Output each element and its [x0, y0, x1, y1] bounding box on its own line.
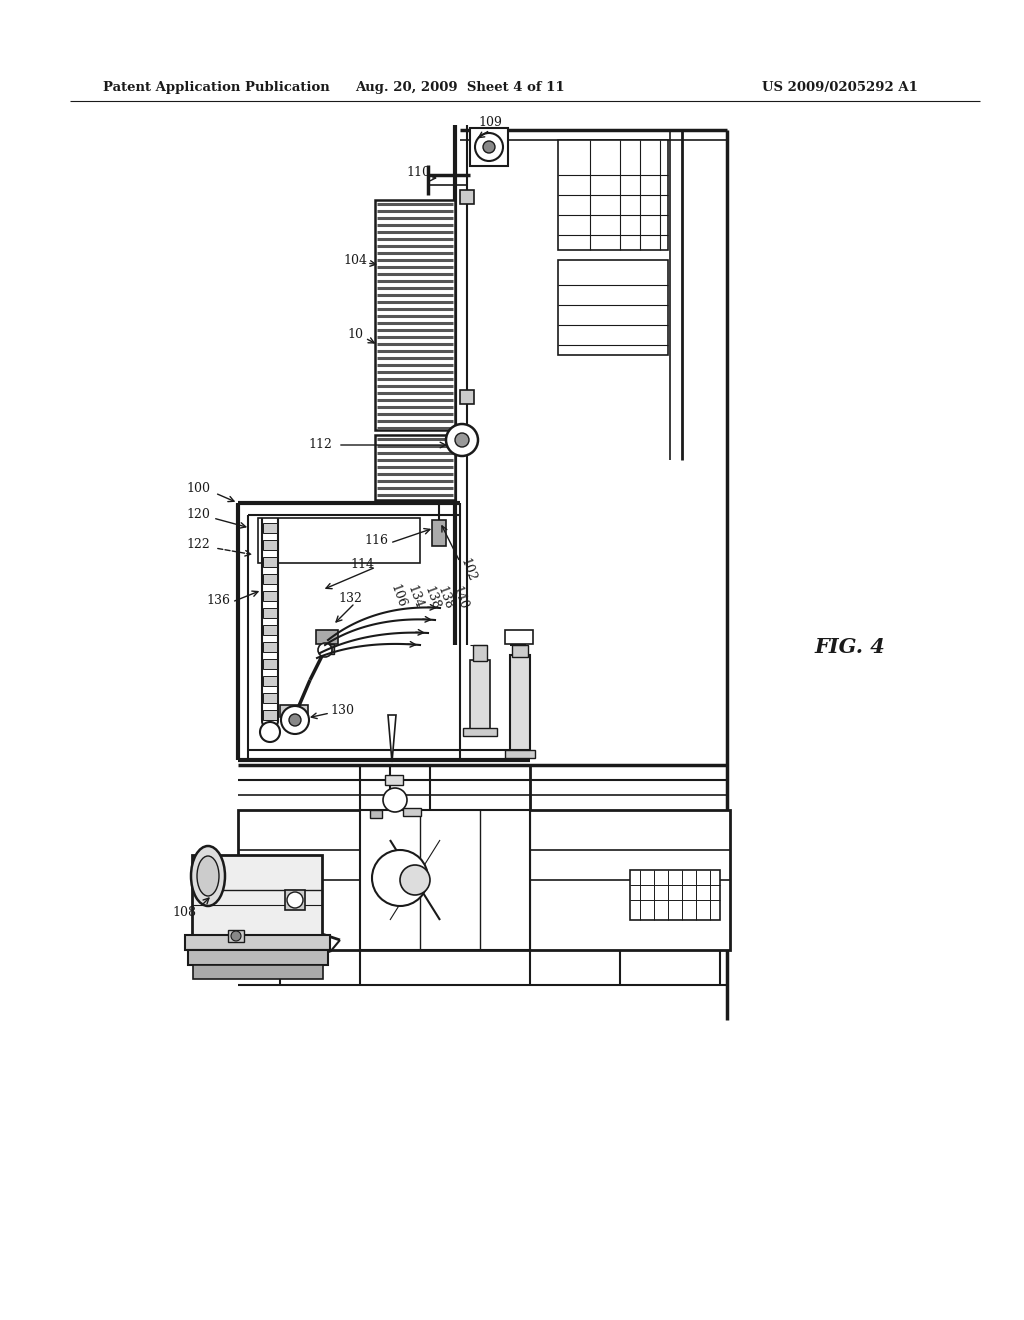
Circle shape	[318, 643, 332, 657]
Bar	[285, 890, 305, 909]
Text: 116: 116	[364, 533, 388, 546]
Text: 114: 114	[350, 558, 374, 572]
Text: 104: 104	[343, 253, 367, 267]
Bar	[505, 630, 534, 644]
Text: 106: 106	[388, 582, 409, 610]
Circle shape	[475, 133, 503, 161]
Bar	[228, 931, 244, 942]
Text: Aug. 20, 2009  Sheet 4 of 11: Aug. 20, 2009 Sheet 4 of 11	[355, 81, 565, 94]
Circle shape	[455, 433, 469, 447]
Bar	[193, 855, 322, 935]
Circle shape	[372, 850, 428, 906]
Bar	[263, 710, 278, 719]
Text: 138: 138	[435, 585, 456, 611]
Bar	[463, 729, 497, 737]
Circle shape	[287, 892, 303, 908]
Bar	[558, 140, 668, 249]
Bar	[512, 645, 528, 657]
Bar	[460, 389, 474, 404]
Bar	[316, 630, 338, 644]
Bar	[630, 870, 720, 920]
Bar	[263, 557, 278, 568]
Bar	[280, 705, 308, 717]
Ellipse shape	[191, 846, 225, 906]
Bar	[188, 950, 328, 965]
Bar	[263, 659, 278, 669]
Bar	[403, 808, 421, 816]
Bar	[258, 517, 420, 564]
Polygon shape	[388, 715, 396, 762]
Bar	[470, 128, 508, 166]
Bar	[263, 693, 278, 704]
Text: 102: 102	[458, 557, 478, 583]
Text: FIG. 4: FIG. 4	[814, 636, 886, 657]
Circle shape	[231, 931, 241, 941]
Bar	[473, 645, 487, 661]
Bar	[510, 655, 530, 750]
Text: 138: 138	[422, 585, 442, 611]
Circle shape	[400, 865, 430, 895]
Text: 108: 108	[172, 906, 196, 919]
Bar	[432, 520, 446, 546]
Text: 112: 112	[308, 438, 332, 451]
Bar	[263, 574, 278, 583]
Bar	[360, 810, 530, 950]
Circle shape	[281, 706, 309, 734]
Text: Patent Application Publication: Patent Application Publication	[103, 81, 330, 94]
Ellipse shape	[197, 855, 219, 896]
Bar	[263, 523, 278, 533]
Circle shape	[483, 141, 495, 153]
Circle shape	[383, 788, 407, 812]
Bar	[370, 810, 382, 818]
Text: US 2009/0205292 A1: US 2009/0205292 A1	[762, 81, 918, 94]
Bar	[263, 624, 278, 635]
Bar	[263, 642, 278, 652]
Bar	[286, 717, 302, 725]
Bar	[385, 775, 403, 785]
Bar	[322, 644, 334, 653]
Text: 109: 109	[478, 116, 502, 129]
Text: 140: 140	[450, 585, 470, 611]
Bar	[185, 935, 330, 950]
Bar	[193, 965, 323, 979]
Text: 120: 120	[186, 508, 210, 521]
Bar	[263, 540, 278, 550]
Text: 136: 136	[206, 594, 230, 606]
Text: 132: 132	[338, 591, 361, 605]
Bar	[238, 810, 730, 950]
Circle shape	[260, 722, 280, 742]
Text: 130: 130	[330, 704, 354, 717]
Bar	[460, 190, 474, 205]
Bar	[505, 750, 535, 758]
Bar	[263, 609, 278, 618]
Bar	[263, 591, 278, 601]
Bar	[470, 660, 490, 730]
Circle shape	[446, 424, 478, 455]
Text: 100: 100	[186, 482, 210, 495]
Text: 122: 122	[186, 539, 210, 552]
Circle shape	[289, 714, 301, 726]
Bar	[263, 676, 278, 686]
Text: 134: 134	[404, 583, 425, 610]
Text: 10: 10	[347, 329, 362, 342]
Bar	[375, 436, 455, 500]
Text: 110: 110	[406, 166, 430, 180]
Bar	[375, 201, 455, 430]
Bar	[558, 260, 668, 355]
